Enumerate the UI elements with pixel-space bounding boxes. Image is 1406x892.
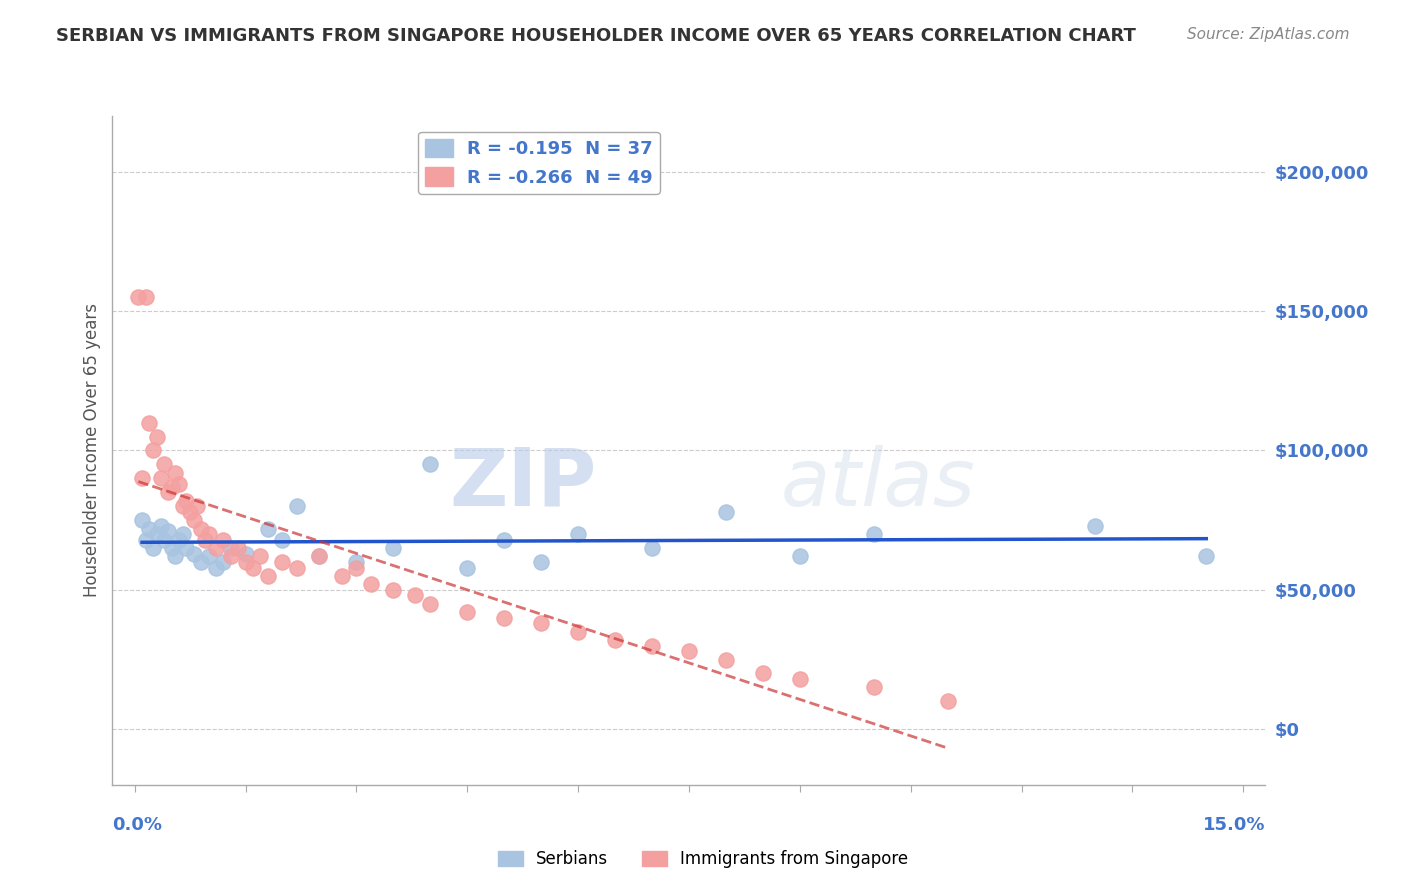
Point [641, 639, 664, 653]
Text: ZIP: ZIP [450, 445, 596, 523]
Point [156, 485, 179, 500]
Point [190, 555, 212, 569]
Point [176, 541, 198, 555]
Point [149, 471, 172, 485]
Point [219, 541, 242, 555]
Point [146, 527, 169, 541]
Point [405, 589, 427, 603]
Point [235, 547, 257, 561]
Point [530, 616, 553, 631]
Point [146, 429, 169, 443]
Point [127, 290, 149, 304]
Point [205, 541, 228, 555]
Point [256, 569, 278, 583]
Text: 0.0%: 0.0% [112, 816, 163, 834]
Point [419, 597, 441, 611]
Point [344, 555, 367, 569]
Point [567, 527, 589, 541]
Point [205, 560, 228, 574]
Point [456, 560, 478, 574]
Point [456, 605, 478, 619]
Point [183, 547, 205, 561]
Point [194, 533, 217, 547]
Point [242, 560, 264, 574]
Point [752, 666, 775, 681]
Point [167, 476, 190, 491]
Point [197, 549, 219, 564]
Point [789, 549, 811, 564]
Point [212, 555, 235, 569]
Text: 15.0%: 15.0% [1204, 816, 1265, 834]
Point [135, 290, 157, 304]
Point [494, 611, 516, 625]
Point [285, 500, 308, 514]
Y-axis label: Householder Income Over 65 years: Householder Income Over 65 years [83, 303, 101, 598]
Point [235, 555, 257, 569]
Point [197, 527, 219, 541]
Point [641, 541, 664, 555]
Text: Source: ZipAtlas.com: Source: ZipAtlas.com [1187, 27, 1350, 42]
Point [360, 577, 382, 591]
Point [131, 471, 153, 485]
Point [165, 466, 187, 480]
Text: SERBIAN VS IMMIGRANTS FROM SINGAPORE HOUSEHOLDER INCOME OVER 65 YEARS CORRELATIO: SERBIAN VS IMMIGRANTS FROM SINGAPORE HOU… [56, 27, 1136, 45]
Point [135, 533, 157, 547]
Point [142, 541, 165, 555]
Point [172, 527, 194, 541]
Point [190, 521, 212, 535]
Point [936, 694, 959, 708]
Legend: R = -0.195  N = 37, R = -0.266  N = 49: R = -0.195 N = 37, R = -0.266 N = 49 [418, 132, 659, 194]
Legend: Serbians, Immigrants from Singapore: Serbians, Immigrants from Singapore [491, 844, 915, 875]
Point [714, 505, 737, 519]
Point [226, 541, 249, 555]
Point [271, 555, 294, 569]
Text: atlas: atlas [782, 445, 976, 523]
Point [862, 527, 884, 541]
Point [165, 549, 187, 564]
Point [179, 505, 201, 519]
Point [172, 500, 194, 514]
Point [789, 672, 811, 686]
Point [160, 480, 183, 494]
Point [862, 681, 884, 695]
Point [176, 493, 198, 508]
Point [494, 533, 516, 547]
Point [131, 513, 153, 527]
Point [308, 549, 330, 564]
Point [308, 549, 330, 564]
Point [212, 533, 235, 547]
Point [153, 533, 176, 547]
Point [714, 652, 737, 666]
Point [153, 458, 176, 472]
Point [678, 644, 700, 658]
Point [249, 549, 271, 564]
Point [382, 582, 405, 597]
Point [149, 518, 172, 533]
Point [160, 541, 183, 555]
Point [156, 524, 179, 539]
Point [1084, 518, 1107, 533]
Point [138, 521, 160, 535]
Point [344, 560, 367, 574]
Point [603, 633, 626, 648]
Point [256, 521, 278, 535]
Point [330, 569, 353, 583]
Point [419, 458, 441, 472]
Point [271, 533, 294, 547]
Point [167, 533, 190, 547]
Point [285, 560, 308, 574]
Point [183, 513, 205, 527]
Point [382, 541, 405, 555]
Point [142, 443, 165, 458]
Point [1195, 549, 1218, 564]
Point [138, 416, 160, 430]
Point [567, 624, 589, 639]
Point [219, 549, 242, 564]
Point [530, 555, 553, 569]
Point [186, 500, 208, 514]
